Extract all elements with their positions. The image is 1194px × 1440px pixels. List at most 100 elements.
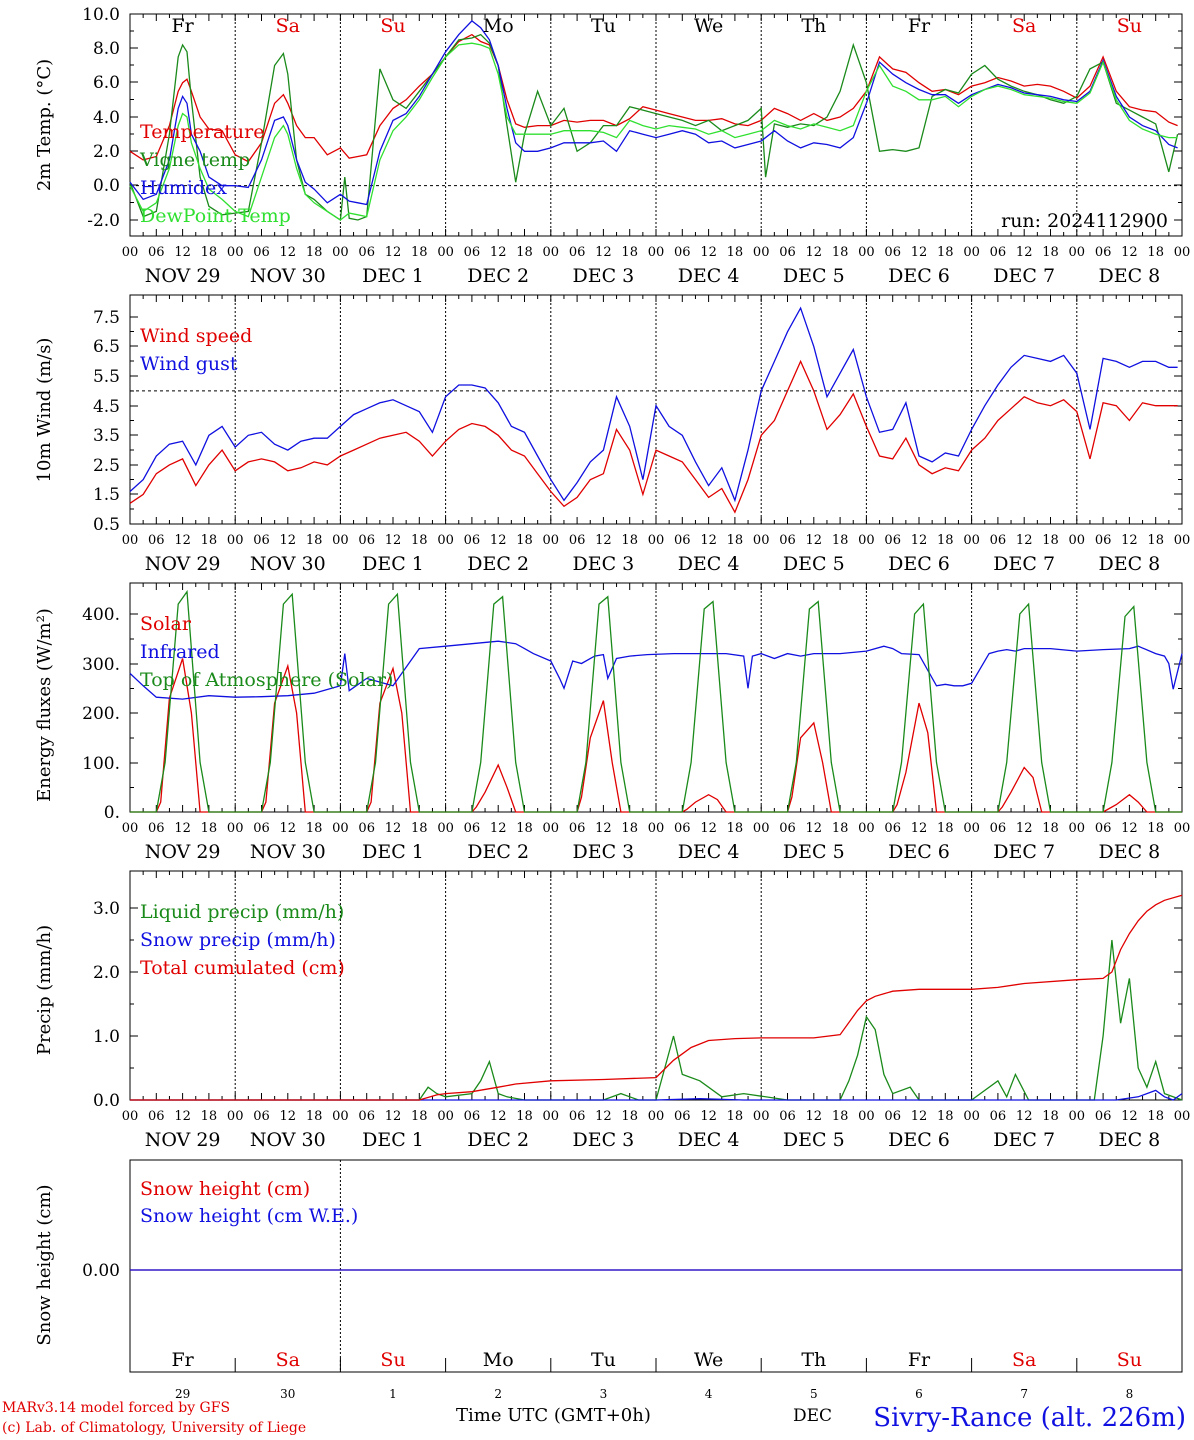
- hour-tick-label: 12: [700, 821, 717, 836]
- hour-tick-label: 18: [516, 821, 533, 836]
- hour-tick-label: 00: [1069, 533, 1086, 548]
- date-label: DEC 2: [467, 265, 529, 287]
- hour-tick-label: 00: [963, 533, 980, 548]
- date-label: DEC 6: [888, 553, 950, 575]
- hour-tick-label: 12: [490, 245, 507, 260]
- panel-3: 00 06 12 18 00 06 12 18 00 06 12 18 00 06 12 18 00 06 12 18…: [34, 582, 1190, 863]
- hour-tick-label: 18: [1042, 1109, 1059, 1124]
- hour-tick-label: 12: [700, 1109, 717, 1124]
- date-label: DEC 7: [993, 841, 1055, 863]
- date-label: DEC 1: [362, 841, 424, 863]
- hour-tick-label: 18: [1147, 1109, 1164, 1124]
- series-line-total-cumulated-cm-: [130, 894, 1183, 1101]
- weekday-label: Sa: [1012, 15, 1036, 37]
- hour-tick-label: 18: [832, 245, 849, 260]
- hour-tick-label: 06: [148, 821, 165, 836]
- legend-entry: Snow height (cm W.E.): [140, 1205, 358, 1227]
- hour-tick-label: 00: [437, 821, 454, 836]
- run-annotation: run: 2024112900: [1001, 210, 1168, 232]
- y-axis-label: Snow height (cm): [34, 1184, 55, 1345]
- hour-tick-label: 12: [1121, 245, 1138, 260]
- hour-tick-label: 18: [201, 245, 218, 260]
- hour-tick-label: 18: [306, 821, 323, 836]
- series-line-snow-precip-mm-h-: [130, 1089, 1183, 1101]
- hour-tick-label: 00: [858, 245, 875, 260]
- hour-tick-label: 18: [832, 533, 849, 548]
- legend-entry: Wind gust: [140, 353, 238, 375]
- y-tick-label: 0.0: [93, 176, 120, 196]
- hour-tick-label: 06: [358, 245, 375, 260]
- day-number-label: 29: [175, 1387, 190, 1401]
- hour-tick-label: 18: [621, 1109, 638, 1124]
- hour-tick-label: 12: [1016, 533, 1033, 548]
- hour-tick-label: 00: [122, 821, 139, 836]
- date-label: DEC 8: [1099, 553, 1161, 575]
- date-label: DEC 2: [467, 553, 529, 575]
- footer-dec-label: DEC: [793, 1406, 833, 1426]
- hour-tick-label: 12: [280, 533, 297, 548]
- hour-tick-label: 06: [884, 245, 901, 260]
- y-tick-label: 2.0: [93, 963, 120, 983]
- legend-entry: Total cumulated (cm): [140, 957, 345, 979]
- hour-tick-label: 00: [227, 533, 244, 548]
- hour-tick-label: 00: [332, 533, 349, 548]
- hour-tick-label: 00: [963, 1109, 980, 1124]
- weekday-label: Su: [380, 1349, 405, 1371]
- y-axis-label: Energy fluxes (W/m²): [34, 608, 55, 802]
- weekday-label: Th: [801, 15, 826, 37]
- hour-tick-label: 12: [595, 821, 612, 836]
- hour-tick-label: 18: [727, 533, 744, 548]
- hour-tick-label: 00: [963, 245, 980, 260]
- legend-entry: Infrared: [140, 641, 220, 663]
- date-label: DEC 3: [573, 1129, 635, 1151]
- hour-tick-label: 00: [753, 245, 770, 260]
- weekday-label: Su: [1117, 1349, 1142, 1371]
- hour-tick-label: 06: [148, 245, 165, 260]
- date-label: DEC 1: [362, 265, 424, 287]
- hour-tick-label: 00: [122, 245, 139, 260]
- date-label: NOV 30: [250, 553, 326, 575]
- hour-tick-label: 06: [779, 821, 796, 836]
- date-label: DEC 5: [783, 841, 845, 863]
- weekday-label: Sa: [276, 1349, 300, 1371]
- legend-entry: Liquid precip (mm/h): [140, 901, 344, 923]
- date-label: DEC 6: [888, 1129, 950, 1151]
- y-tick-label: 2.5: [93, 456, 120, 476]
- day-number-label: 2: [494, 1387, 502, 1401]
- hour-tick-label: 00: [332, 821, 349, 836]
- weekday-label: We: [694, 1349, 723, 1371]
- date-label: DEC 8: [1099, 841, 1161, 863]
- hour-tick-label: 00: [753, 1109, 770, 1124]
- date-label: DEC 7: [993, 553, 1055, 575]
- hour-tick-label: 12: [1016, 821, 1033, 836]
- hour-tick-label: 06: [674, 533, 691, 548]
- hour-tick-label: 12: [911, 821, 928, 836]
- hour-tick-label: 00: [227, 1109, 244, 1124]
- hour-tick-label: 00: [543, 821, 560, 836]
- hour-tick-label: 18: [201, 821, 218, 836]
- hour-tick-label: 06: [253, 821, 270, 836]
- hour-tick-label: 00: [1174, 533, 1191, 548]
- hour-tick-label: 18: [411, 1109, 428, 1124]
- hour-tick-label: 00: [1069, 1109, 1086, 1124]
- y-tick-label: 200.: [82, 704, 120, 724]
- hour-tick-label: 12: [806, 821, 823, 836]
- legend-entry: Vigne temp: [139, 149, 250, 171]
- hour-tick-label: 18: [937, 821, 954, 836]
- day-number-label: 3: [600, 1387, 608, 1401]
- day-number-label: 6: [915, 1387, 923, 1401]
- hour-tick-label: 00: [648, 1109, 665, 1124]
- hour-tick-label: 12: [385, 245, 402, 260]
- y-axis-label: Precip (mm/h): [34, 925, 55, 1055]
- weekday-label: Fr: [171, 15, 194, 37]
- hour-tick-label: 18: [201, 1109, 218, 1124]
- hour-tick-label: 06: [1095, 1109, 1112, 1124]
- y-tick-label: 3.5: [93, 426, 120, 446]
- hour-tick-label: 00: [332, 1109, 349, 1124]
- weekday-label: Su: [1117, 15, 1142, 37]
- y-tick-label: 7.5: [93, 308, 120, 328]
- legend-entry: Top of Atmosphere (Solar): [140, 669, 393, 691]
- date-label: DEC 2: [467, 841, 529, 863]
- hour-tick-label: 12: [174, 245, 191, 260]
